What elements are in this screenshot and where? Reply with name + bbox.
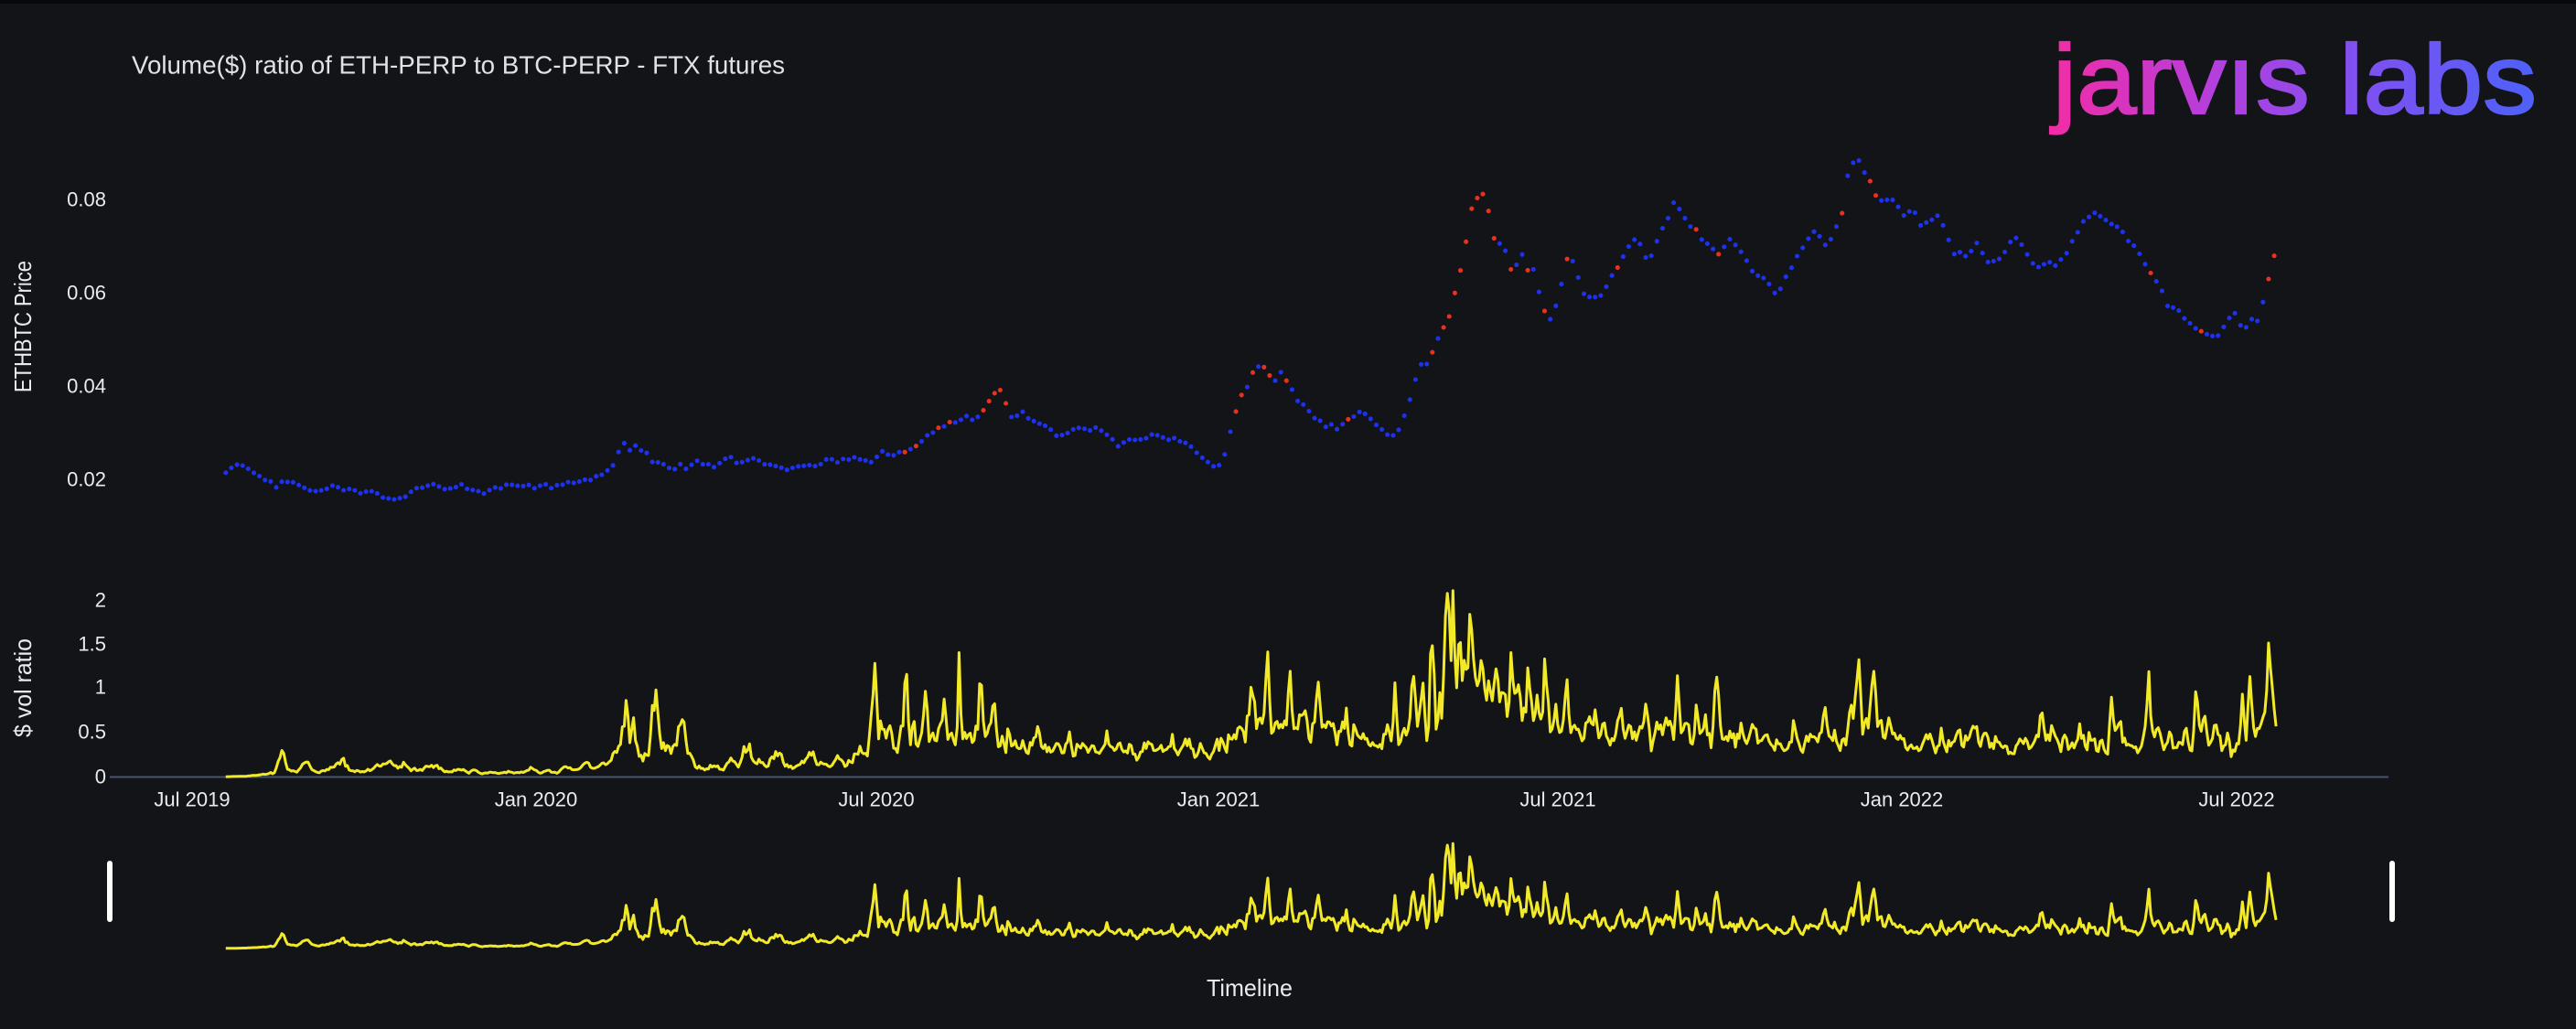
svg-text:jarvıs labs: jarvıs labs — [2050, 24, 2537, 134]
svg-text:0.06: 0.06 — [67, 282, 106, 305]
svg-text:1.5: 1.5 — [78, 633, 106, 656]
svg-text:0.5: 0.5 — [78, 721, 106, 744]
svg-text:Jul 2020: Jul 2020 — [838, 788, 914, 811]
svg-text:Timeline: Timeline — [1207, 974, 1293, 1002]
svg-text:$ vol ratio: $ vol ratio — [9, 638, 37, 737]
svg-text:0: 0 — [95, 766, 106, 788]
svg-text:2: 2 — [95, 589, 106, 612]
svg-text:Jan 2022: Jan 2022 — [1861, 788, 1944, 811]
svg-text:Jul 2022: Jul 2022 — [2198, 788, 2274, 811]
svg-text:Jul 2019: Jul 2019 — [154, 788, 230, 811]
svg-text:Jan 2020: Jan 2020 — [495, 788, 578, 811]
svg-text:0.08: 0.08 — [67, 188, 106, 211]
svg-text:0.02: 0.02 — [67, 468, 106, 491]
svg-text:Jan 2021: Jan 2021 — [1177, 788, 1261, 811]
svg-text:Jul 2021: Jul 2021 — [1519, 788, 1595, 811]
svg-text:Volume($) ratio of ETH-PERP to: Volume($) ratio of ETH-PERP to BTC-PERP … — [132, 51, 785, 80]
svg-text:1: 1 — [95, 676, 106, 699]
svg-text:0.04: 0.04 — [67, 375, 106, 398]
svg-text:ETHBTC Price: ETHBTC Price — [9, 261, 37, 392]
